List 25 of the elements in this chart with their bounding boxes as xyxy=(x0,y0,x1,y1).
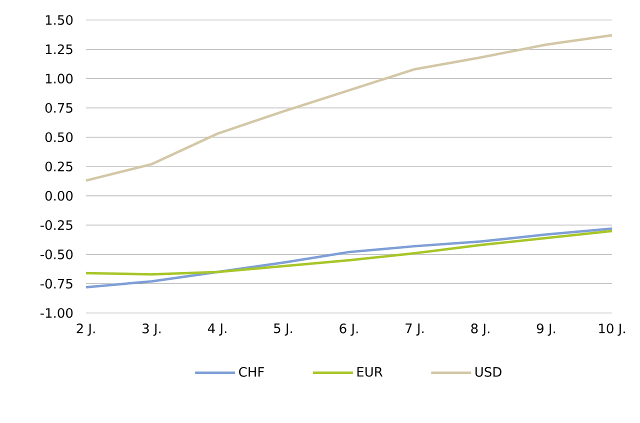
y-tick-label: 0.25 xyxy=(45,162,72,172)
legend-label: CHF xyxy=(239,366,264,377)
x-tick-label: 2 J. xyxy=(76,324,95,336)
y-tick-label: 0.50 xyxy=(45,132,73,142)
line-series xyxy=(84,34,614,182)
x-tick-label: 8 J. xyxy=(471,324,490,336)
y-tick-label: -1.00 xyxy=(40,308,73,318)
legend-label: EUR xyxy=(357,367,383,377)
y-tick-label: 1.00 xyxy=(46,74,73,84)
x-tick-label: 5 J. xyxy=(274,324,292,336)
x-tick-label: 4 J. xyxy=(208,324,226,336)
y-tick-label: -0.75 xyxy=(40,278,72,289)
y-tick-label: -0.50 xyxy=(40,249,73,260)
y-tick-label: 0.00 xyxy=(45,190,73,201)
x-tick-label: 7 J. xyxy=(406,324,424,336)
legend-label: USD xyxy=(476,366,502,377)
y-tick-label: 0.75 xyxy=(45,102,72,113)
x-tick-label: 3 J. xyxy=(142,324,161,336)
x-tick-label: 10 J. xyxy=(599,324,625,336)
y-tick-label: 1.25 xyxy=(46,44,72,54)
y-tick-label: -0.25 xyxy=(40,220,72,230)
y-tick-label: 1.50 xyxy=(46,15,73,25)
line-series xyxy=(84,227,614,288)
x-tick-label: 9 J. xyxy=(536,324,556,336)
x-tick-label: 6 J. xyxy=(340,324,358,336)
